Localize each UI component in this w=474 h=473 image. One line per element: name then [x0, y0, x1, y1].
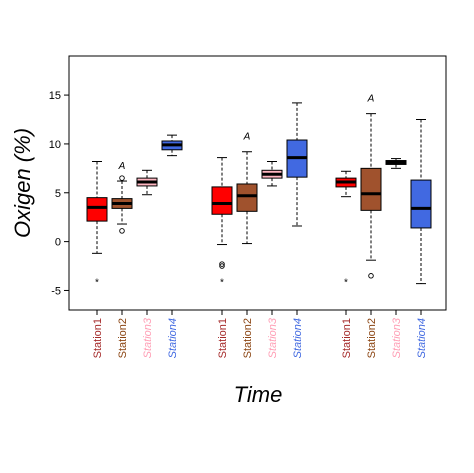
y-tick-label: 5: [55, 188, 61, 200]
iqr-box: [410, 179, 432, 229]
box-station4-group1: [161, 134, 183, 157]
outlier-circle: [219, 263, 225, 269]
boxes-layer: * A * A * A: [86, 94, 432, 289]
outlier-star: *: [95, 278, 99, 289]
significance-annotation: A: [118, 161, 126, 172]
outlier-star: *: [220, 278, 224, 289]
x-category-label-station4: Station4: [167, 318, 179, 358]
x-category-label-station3: Station3: [142, 317, 154, 358]
y-tick-label: 15: [49, 90, 61, 102]
x-category-label-station2: Station2: [366, 318, 378, 358]
x-category-label-station1: Station1: [217, 318, 229, 358]
box-station3-group2: [261, 161, 283, 187]
x-category-label-station1: Station1: [341, 318, 353, 358]
box-station4-group2: [286, 102, 308, 227]
outlier-circle: [219, 261, 225, 267]
x-category-label-station3: Station3: [391, 317, 403, 358]
outlier-circle: [119, 228, 125, 234]
significance-annotation: A: [243, 132, 251, 143]
x-axis-title: Time: [234, 382, 283, 407]
x-category-label-station4: Station4: [416, 318, 428, 358]
outlier-circle: [119, 175, 125, 181]
outlier-star: *: [344, 278, 348, 289]
x-category-label-station4: Station4: [292, 318, 304, 358]
x-category-labels: Station1 Station2 Station3 Station4 Station1…: [92, 310, 428, 358]
x-category-label-station2: Station2: [242, 318, 254, 358]
x-category-label-station1: Station1: [92, 318, 104, 358]
y-tick-label: 10: [49, 139, 61, 151]
box-station2-group2: A: [236, 132, 258, 245]
iqr-box: [236, 183, 258, 212]
y-axis: -5 0 5 10 15: [49, 90, 69, 297]
plot-frame: [68, 55, 447, 311]
box-station1-group2: *: [211, 157, 233, 289]
iqr-box: [360, 167, 382, 211]
outlier-circle: [368, 273, 374, 279]
box-station2-group3: A: [360, 94, 382, 279]
iqr-box: [86, 197, 108, 222]
iqr-box: [211, 186, 233, 215]
x-category-label-station3: Station3: [267, 317, 279, 358]
y-tick-label: -5: [51, 285, 61, 297]
box-station1-group3: *: [335, 170, 357, 289]
significance-annotation: A: [367, 94, 375, 105]
box-station2-group1: A: [111, 161, 133, 234]
x-category-label-station2: Station2: [117, 318, 129, 358]
box-station4-group3: [410, 119, 432, 285]
box-station3-group1: [136, 169, 158, 196]
box-station1-group1: *: [86, 161, 108, 289]
y-axis-title: Oxigen (%): [10, 128, 35, 238]
y-tick-label: 0: [55, 237, 61, 249]
box-station3-group3: [385, 158, 407, 169]
